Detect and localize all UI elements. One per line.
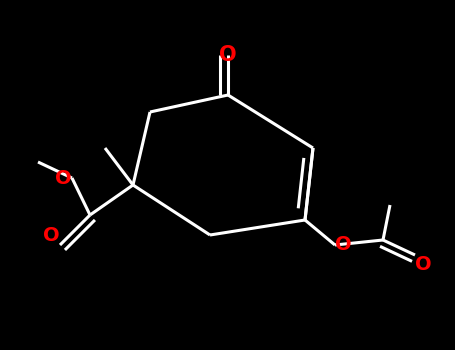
Text: O: O <box>415 255 432 274</box>
Text: O: O <box>56 168 72 188</box>
Text: O: O <box>219 45 237 65</box>
Text: O: O <box>335 236 352 254</box>
Text: O: O <box>43 226 60 245</box>
